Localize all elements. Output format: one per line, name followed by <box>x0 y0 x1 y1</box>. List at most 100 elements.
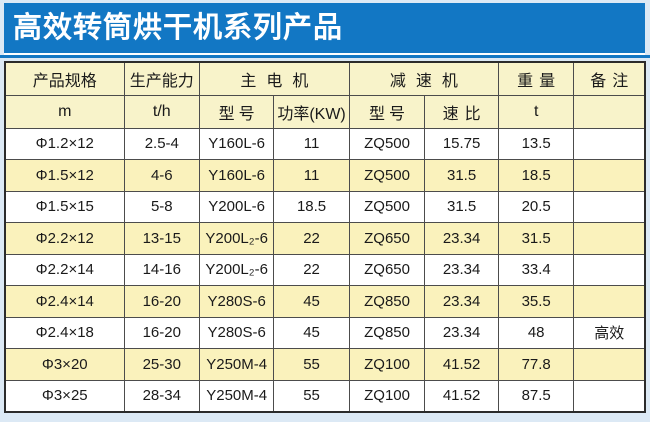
cell-weight: 20.5 <box>497 190 575 223</box>
cell-reducer-model: ZQ650 <box>348 222 426 255</box>
cell-remark <box>573 127 646 160</box>
cell-capacity: 16-20 <box>123 316 201 349</box>
col-header-reducer: 减速机 <box>348 61 499 96</box>
cell-remark <box>573 348 646 381</box>
cell-motor-power: 55 <box>273 348 350 381</box>
cell-remark <box>573 159 646 192</box>
banner-underline <box>0 55 650 58</box>
group-header-row: 产品规格 生产能力 主电机 减速机 重量 备注 <box>4 61 646 96</box>
table-row: Φ1.5×12 4-6 Y160L-6 11 ZQ500 31.5 18.5 <box>4 159 646 192</box>
cell-motor-model: Y160L-6 <box>199 127 275 160</box>
cell-capacity: 5-8 <box>123 190 201 223</box>
cell-motor-model: Y160L-6 <box>199 159 275 192</box>
cell-speed-ratio: 23.34 <box>424 285 499 318</box>
cell-motor-power: 11 <box>273 127 350 160</box>
cell-weight: 48 <box>497 316 575 349</box>
cell-remark <box>573 379 646 412</box>
cell-motor-model: Y250M-4 <box>199 348 275 381</box>
unit-remark <box>573 94 646 129</box>
table-row: Φ2.2×14 14-16 Y200L₂-6 22 ZQ650 23.34 33.4 <box>4 253 646 286</box>
unit-reducer-model: 型号 <box>348 94 426 129</box>
cell-spec: Φ1.5×12 <box>4 159 125 192</box>
cell-spec: Φ2.2×12 <box>4 222 125 255</box>
unit-capacity: t/h <box>123 94 201 129</box>
cell-spec: Φ3×20 <box>4 348 125 381</box>
cell-remark <box>573 285 646 318</box>
cell-motor-model: Y280S-6 <box>199 285 275 318</box>
unit-spec: m <box>4 94 125 129</box>
col-header-capacity: 生产能力 <box>123 61 201 96</box>
table-row: Φ2.4×18 16-20 Y280S-6 45 ZQ850 23.34 48 高效 <box>4 316 646 349</box>
cell-weight: 77.8 <box>497 348 575 381</box>
cell-speed-ratio: 23.34 <box>424 316 499 349</box>
col-header-product-spec: 产品规格 <box>4 61 125 96</box>
title-banner: 高效转筒烘干机系列产品 <box>4 3 645 55</box>
cell-motor-power: 55 <box>273 379 350 412</box>
unit-weight: t <box>497 94 575 129</box>
cell-reducer-model: ZQ100 <box>348 348 426 381</box>
cell-motor-model: Y200L₂-6 <box>199 253 275 286</box>
unit-speed-ratio: 速比 <box>424 94 499 129</box>
table-row: Φ3×20 25-30 Y250M-4 55 ZQ100 41.52 77.8 <box>4 348 646 381</box>
unit-header-row: m t/h 型号 功率(KW) 型号 速比 t <box>4 94 646 129</box>
cell-speed-ratio: 23.34 <box>424 222 499 255</box>
unit-motor-power: 功率(KW) <box>273 94 350 129</box>
cell-capacity: 2.5-4 <box>123 127 201 160</box>
cell-reducer-model: ZQ500 <box>348 190 426 223</box>
page-background: 高效转筒烘干机系列产品 产品规格 生产能力 主电机 减速机 重量 备注 m t/… <box>0 3 650 422</box>
cell-reducer-model: ZQ850 <box>348 316 426 349</box>
table-body: Φ1.2×12 2.5-4 Y160L-6 11 ZQ500 15.75 13.5 Φ1.5… <box>4 127 646 412</box>
cell-weight: 31.5 <box>497 222 575 255</box>
cell-speed-ratio: 31.5 <box>424 190 499 223</box>
cell-remark: 高效 <box>573 316 646 349</box>
product-spec-table: 产品规格 生产能力 主电机 减速机 重量 备注 m t/h 型号 功率(KW) … <box>4 61 646 413</box>
page-title: 高效转筒烘干机系列产品 <box>13 11 344 44</box>
table-row: Φ1.5×15 5-8 Y200L-6 18.5 ZQ500 31.5 20.5 <box>4 190 646 223</box>
cell-motor-model: Y200L₂-6 <box>199 222 275 255</box>
cell-capacity: 16-20 <box>123 285 201 318</box>
cell-motor-power: 11 <box>273 159 350 192</box>
cell-capacity: 25-30 <box>123 348 201 381</box>
col-header-remark: 备注 <box>573 61 646 96</box>
cell-weight: 87.5 <box>497 379 575 412</box>
cell-motor-model: Y280S-6 <box>199 316 275 349</box>
cell-remark <box>573 190 646 223</box>
cell-spec: Φ1.5×15 <box>4 190 125 223</box>
cell-speed-ratio: 41.52 <box>424 348 499 381</box>
table-row: Φ1.2×12 2.5-4 Y160L-6 11 ZQ500 15.75 13.5 <box>4 127 646 160</box>
table-header: 产品规格 生产能力 主电机 减速机 重量 备注 m t/h 型号 功率(KW) … <box>4 61 646 129</box>
cell-spec: Φ2.4×18 <box>4 316 125 349</box>
table-row: Φ3×25 28-34 Y250M-4 55 ZQ100 41.52 87.5 <box>4 379 646 412</box>
col-header-weight: 重量 <box>497 61 575 96</box>
cell-reducer-model: ZQ650 <box>348 253 426 286</box>
cell-remark <box>573 253 646 286</box>
cell-remark <box>573 222 646 255</box>
cell-speed-ratio: 15.75 <box>424 127 499 160</box>
cell-reducer-model: ZQ500 <box>348 127 426 160</box>
cell-spec: Φ3×25 <box>4 379 125 412</box>
cell-weight: 18.5 <box>497 159 575 192</box>
cell-capacity: 14-16 <box>123 253 201 286</box>
cell-speed-ratio: 31.5 <box>424 159 499 192</box>
cell-motor-power: 45 <box>273 285 350 318</box>
cell-motor-power: 22 <box>273 222 350 255</box>
unit-motor-model: 型号 <box>199 94 275 129</box>
table-row: Φ2.4×14 16-20 Y280S-6 45 ZQ850 23.34 35.5 <box>4 285 646 318</box>
cell-spec: Φ1.2×12 <box>4 127 125 160</box>
cell-capacity: 28-34 <box>123 379 201 412</box>
col-header-main-motor: 主电机 <box>199 61 350 96</box>
cell-reducer-model: ZQ850 <box>348 285 426 318</box>
cell-reducer-model: ZQ100 <box>348 379 426 412</box>
cell-weight: 35.5 <box>497 285 575 318</box>
cell-speed-ratio: 23.34 <box>424 253 499 286</box>
table-row: Φ2.2×12 13-15 Y200L₂-6 22 ZQ650 23.34 31.5 <box>4 222 646 255</box>
cell-spec: Φ2.4×14 <box>4 285 125 318</box>
cell-reducer-model: ZQ500 <box>348 159 426 192</box>
cell-capacity: 13-15 <box>123 222 201 255</box>
cell-motor-model: Y250M-4 <box>199 379 275 412</box>
cell-motor-power: 22 <box>273 253 350 286</box>
cell-spec: Φ2.2×14 <box>4 253 125 286</box>
cell-motor-power: 45 <box>273 316 350 349</box>
cell-weight: 13.5 <box>497 127 575 160</box>
cell-speed-ratio: 41.52 <box>424 379 499 412</box>
